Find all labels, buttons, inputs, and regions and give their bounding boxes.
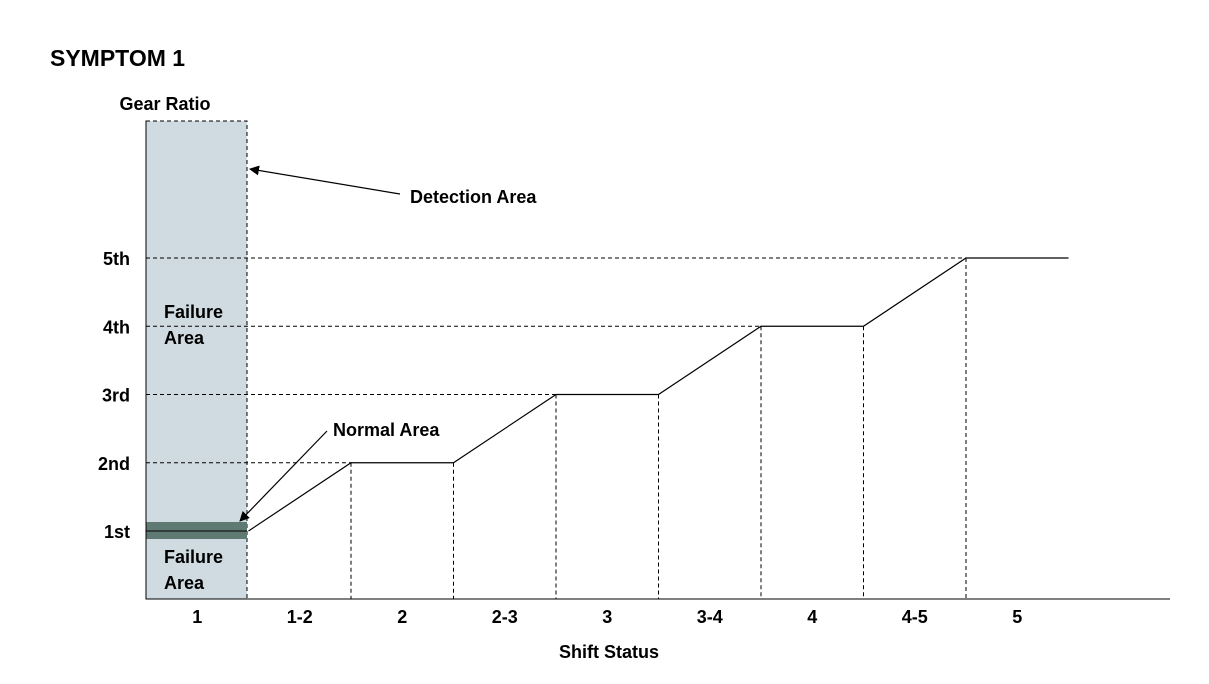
failure-area-upper-line2: Area <box>164 328 205 348</box>
x-tick-label-3-4: 3-4 <box>697 607 723 627</box>
y-tick-label-3rd: 3rd <box>102 386 130 406</box>
x-tick-label-2-3: 2-3 <box>492 607 518 627</box>
x-axis-label: Shift Status <box>559 642 659 662</box>
x-tick-label-2: 2 <box>397 607 407 627</box>
x-tick-label-4-5: 4-5 <box>902 607 928 627</box>
y-tick-label-2nd: 2nd <box>98 454 130 474</box>
x-tick-label-3: 3 <box>602 607 612 627</box>
x-tick-labels: 1 1-2 2 2-3 3 3-4 4 4-5 5 <box>192 607 1022 627</box>
detection-area-shade <box>145 120 248 600</box>
normal-area-arrow <box>239 430 328 522</box>
detection-area-label: Detection Area <box>410 187 537 207</box>
normal-area-label: Normal Area <box>333 420 440 440</box>
y-tick-label-4th: 4th <box>103 317 130 337</box>
failure-area-lower-line1: Failure <box>164 547 223 567</box>
reference-lines <box>146 257 967 599</box>
y-tick-label-5th: 5th <box>103 249 130 269</box>
x-tick-label-4: 4 <box>807 607 817 627</box>
gear-ratio-line <box>248 257 1069 532</box>
x-tick-label-1: 1 <box>192 607 202 627</box>
y-tick-labels: 1st 2nd 3rd 4th 5th <box>98 249 130 542</box>
failure-area-upper-line1: Failure <box>164 302 223 322</box>
y-axis-label: Gear Ratio <box>119 94 210 114</box>
x-tick-label-5: 5 <box>1012 607 1022 627</box>
y-tick-label-1st: 1st <box>104 522 130 542</box>
detection-area-arrow <box>249 165 401 195</box>
gear-ratio-series-line <box>248 257 1069 532</box>
x-tick-label-1-2: 1-2 <box>287 607 313 627</box>
diagram-title: SYMPTOM 1 <box>50 45 185 71</box>
failure-area-lower-line2: Area <box>164 573 205 593</box>
